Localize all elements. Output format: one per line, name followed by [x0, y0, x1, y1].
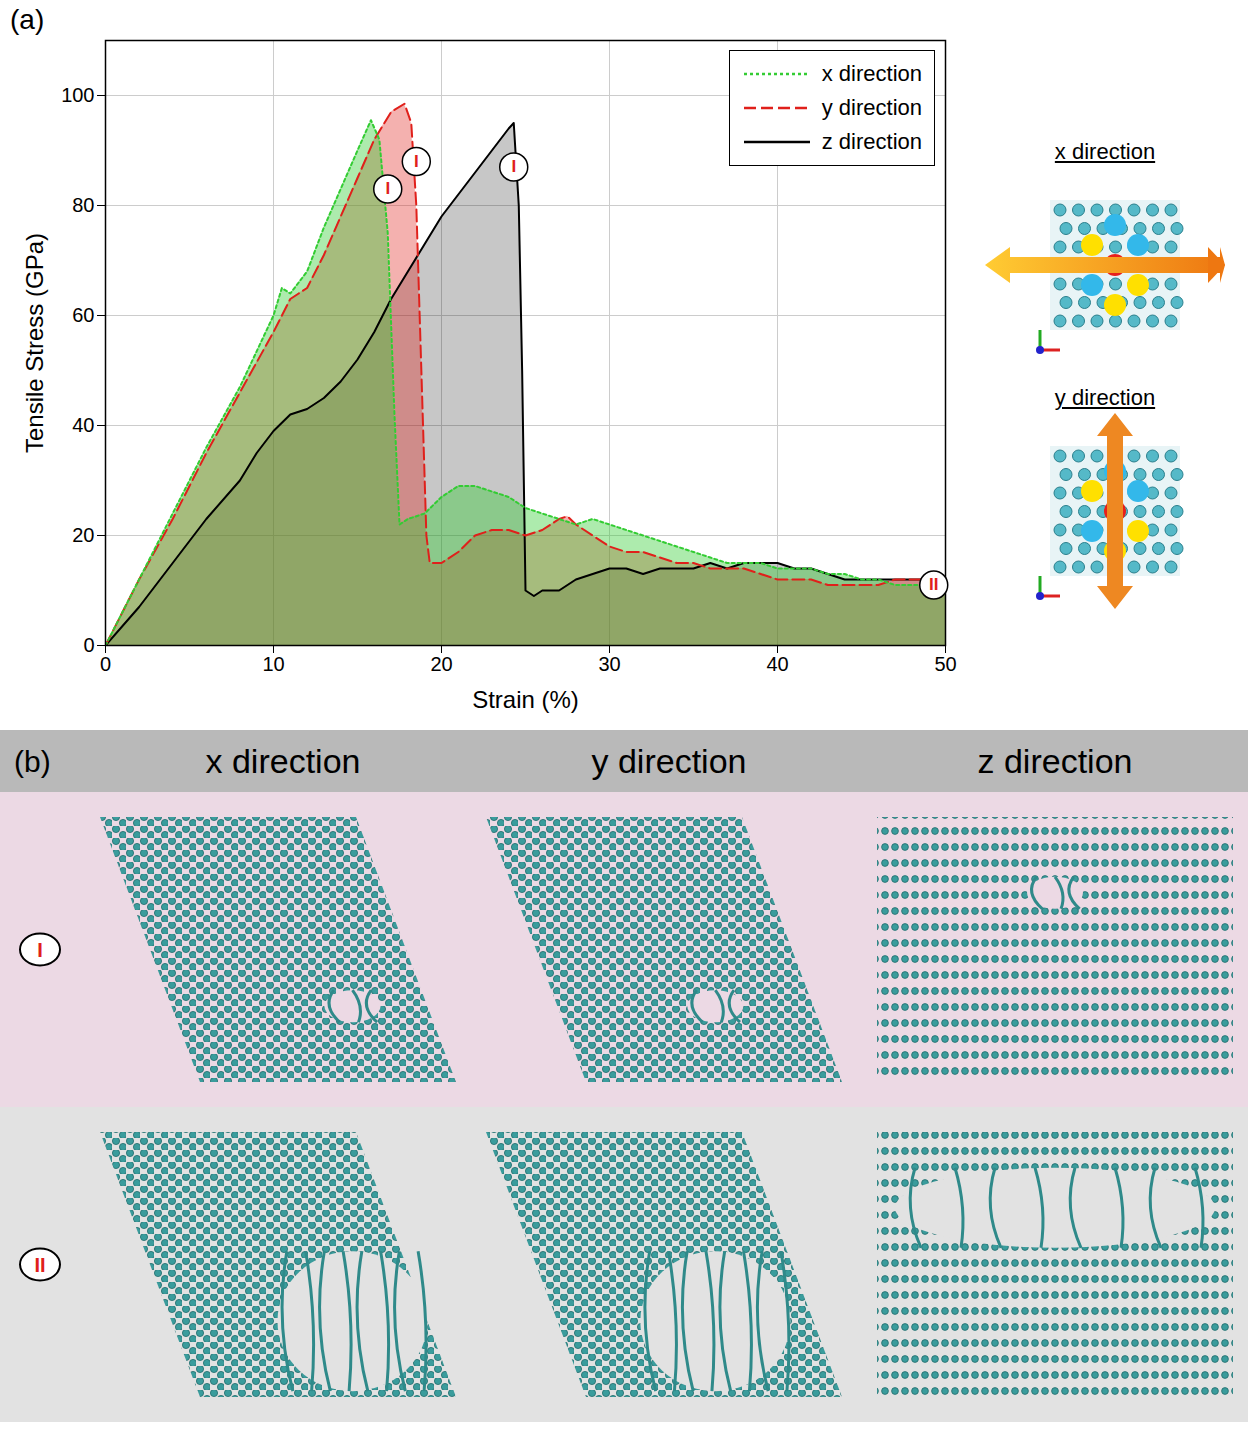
- html-text:z direction: z direction: [821, 129, 922, 154]
- svg-text:10: 10: [262, 653, 284, 675]
- svg-text:30: 30: [598, 653, 620, 675]
- html-text:y direction: y direction: [821, 95, 922, 120]
- svg-text:20: 20: [72, 524, 94, 546]
- html-text:x direction: x direction: [821, 61, 922, 86]
- svg-text:z direction: z direction: [978, 742, 1133, 780]
- svg-text:40: 40: [766, 653, 788, 675]
- svg-text:II: II: [929, 575, 938, 594]
- html-text:(a): (a): [10, 4, 45, 35]
- svg-text:0: 0: [83, 634, 94, 656]
- svg-text:40: 40: [72, 414, 94, 436]
- html-text:y direction: y direction: [1054, 385, 1156, 410]
- svg-text:50: 50: [934, 653, 956, 675]
- svg-text:I: I: [414, 152, 419, 171]
- svg-text:y direction: y direction: [592, 742, 747, 780]
- svg-text:I: I: [37, 939, 43, 961]
- svg-text:0: 0: [100, 653, 111, 675]
- svg-text:20: 20: [430, 653, 452, 675]
- html-text:x direction: x direction: [1054, 139, 1156, 164]
- svg-text:Strain (%): Strain (%): [472, 686, 579, 713]
- svg-text:x direction: x direction: [206, 742, 361, 780]
- svg-text:60: 60: [72, 304, 94, 326]
- svg-text:I: I: [385, 179, 390, 198]
- svg-text:II: II: [34, 1254, 45, 1276]
- svg-text:I: I: [511, 157, 516, 176]
- svg-text:Tensile Stress (GPa): Tensile Stress (GPa): [21, 233, 48, 453]
- svg-text:(b): (b): [14, 745, 51, 778]
- svg-text:100: 100: [61, 84, 94, 106]
- svg-text:80: 80: [72, 194, 94, 216]
